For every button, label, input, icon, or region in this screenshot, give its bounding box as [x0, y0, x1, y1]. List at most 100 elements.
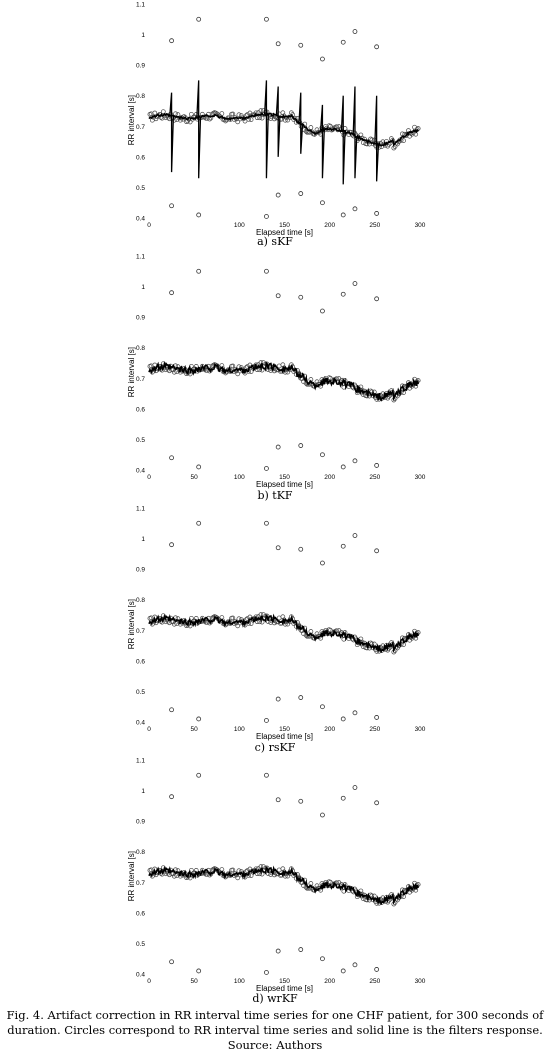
rr-outlier-point	[169, 959, 174, 965]
y-tick-label: 0.5	[136, 185, 145, 192]
rr-interval-point	[187, 119, 193, 125]
rr-outlier-point	[298, 695, 304, 700]
x-tick-label: 250	[369, 978, 380, 985]
rr-outlier-point	[374, 296, 380, 302]
y-tick-label: 1	[141, 32, 145, 39]
rr-interval-point	[248, 621, 254, 626]
rr-interval-point	[248, 117, 254, 122]
rr-outlier-point	[320, 704, 325, 710]
x-tick-label: 200	[324, 726, 335, 733]
rr-interval-point	[245, 616, 250, 621]
rr-interval-point	[152, 110, 158, 116]
rr-outlier-point	[169, 290, 174, 296]
rr-outlier-point	[340, 212, 346, 218]
panel-b-label: b) tKF	[257, 489, 293, 502]
panel-d-label: d) wrKF	[252, 992, 298, 1005]
chart-d-svg: 0.4 0.5 0.6 0.7 0.8 0.9 1 1.1 0 50 100 150 200 250 300…	[127, 758, 426, 994]
rr-interval-point	[280, 614, 286, 620]
rr-outlier-point	[196, 520, 202, 526]
rr-outlier-point	[340, 795, 346, 801]
y-tick-label: 1.1	[136, 506, 145, 513]
rr-outlier-point	[196, 268, 202, 274]
rr-outlier-point	[352, 710, 358, 716]
rr-interval-point	[258, 864, 264, 870]
y-tick-label: 0.6	[136, 910, 145, 917]
rr-outlier-point	[275, 293, 281, 299]
rr-outlier-point	[169, 794, 174, 800]
rr-outlier-point	[196, 212, 202, 218]
rr-interval-point	[245, 112, 250, 117]
rr-outlier-point	[320, 452, 325, 458]
rr-interval-point	[295, 368, 300, 373]
rr-outlier-point	[275, 545, 281, 551]
rr-outlier-point	[352, 281, 358, 286]
rr-outlier-point	[298, 42, 304, 48]
rr-interval-point	[245, 868, 250, 873]
y-tick-label: 1	[141, 788, 145, 795]
rr-interval-point	[248, 369, 254, 374]
chart-panel-d: 0.4 0.5 0.6 0.7 0.8 0.9 1 1.1 0 50 100 150 200 250 300…	[0, 756, 550, 1008]
rr-interval-point	[230, 615, 236, 621]
rr-interval-point	[236, 112, 242, 118]
x-tick-label: 200	[324, 978, 335, 985]
rr-outlier-point	[275, 41, 281, 47]
rr-outlier-point	[169, 203, 174, 209]
rr-outlier-point	[352, 206, 358, 212]
rr-interval-point	[189, 867, 194, 873]
y-tick-label: 0.9	[136, 63, 145, 70]
x-axis-label: Elapsed time [s]	[256, 984, 313, 993]
filter-response-line	[148, 111, 419, 148]
rr-interval-point	[285, 117, 291, 123]
rr-interval-point	[160, 109, 166, 115]
x-tick-label: 50	[191, 474, 199, 481]
y-tick-label: 0.9	[136, 315, 145, 322]
rr-outlier-point	[264, 16, 269, 22]
y-tick-label: 0.4	[136, 720, 145, 727]
y-tick-label: 0.9	[136, 567, 145, 574]
x-tick-label: 300	[415, 474, 426, 481]
x-tick-label: 200	[324, 222, 335, 229]
rr-outlier-point	[264, 214, 269, 219]
x-tick-label: 50	[191, 978, 199, 985]
rr-interval-point	[280, 110, 286, 116]
rr-interval-point	[314, 127, 320, 133]
chart-panel-c: 0.4 0.5 0.6 0.7 0.8 0.9 1 1.1 0 50 100 150 200 250 300…	[0, 504, 550, 756]
chart-c-svg: 0.4 0.5 0.6 0.7 0.8 0.9 1 1.1 0 50 100 150 200 250 300…	[127, 506, 426, 742]
rr-interval-point	[258, 108, 264, 114]
rr-outlier-point	[320, 956, 325, 962]
filter-response-line	[148, 613, 419, 653]
y-tick-label: 0.4	[136, 216, 145, 223]
rr-outlier-point	[275, 948, 281, 954]
rr-outlier-point	[320, 56, 325, 62]
x-tick-label: 250	[369, 222, 380, 229]
rr-outlier-point	[275, 797, 281, 803]
chart-panel-b: 0.4 0.5 0.6 0.7 0.8 0.9 1 1.1 0 50 100 150 200 250 300…	[0, 252, 550, 504]
rr-outlier-point	[374, 548, 380, 554]
y-tick-label: 0.8	[136, 345, 145, 352]
rr-outlier-point	[340, 543, 346, 549]
rr-interval-point	[295, 620, 300, 625]
rr-outlier-point	[374, 44, 380, 50]
x-tick-label: 50	[191, 726, 199, 733]
rr-interval-point	[235, 875, 241, 881]
rr-outlier-point	[298, 947, 304, 952]
y-tick-label: 0.5	[136, 437, 145, 444]
x-axis-label: Elapsed time [s]	[256, 480, 313, 489]
y-tick-label: 0.7	[136, 880, 145, 887]
rr-outlier-point	[196, 968, 202, 974]
panel-c-label: c) rsKF	[254, 741, 296, 754]
filter-spike	[263, 80, 269, 179]
rr-outlier-point	[374, 463, 380, 468]
rr-interval-point	[189, 111, 194, 117]
rr-interval-point	[171, 873, 177, 879]
y-tick-label: 0.7	[136, 376, 145, 383]
x-tick-label: 0	[147, 474, 151, 481]
rr-outlier-point	[340, 291, 346, 297]
y-tick-label: 0.6	[136, 658, 145, 665]
x-tick-label: 0	[147, 222, 151, 229]
rr-outlier-point	[169, 38, 174, 44]
rr-outlier-point	[169, 707, 174, 713]
x-tick-label: 300	[415, 222, 426, 229]
rr-interval-point	[280, 866, 286, 872]
rr-interval-point	[282, 117, 288, 123]
